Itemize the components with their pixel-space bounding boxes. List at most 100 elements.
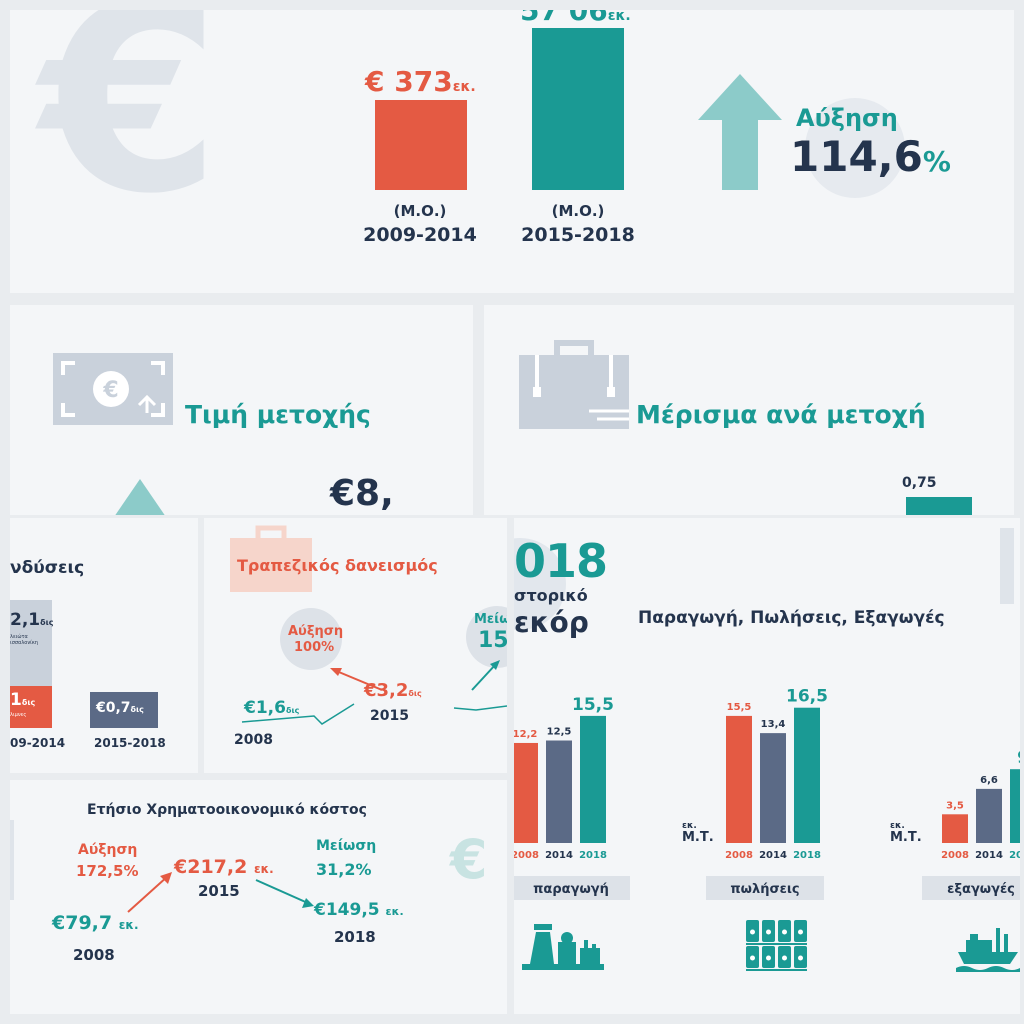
investments-bar-bottom-sub: λιμνες bbox=[10, 712, 27, 718]
record-line2: εκόρ bbox=[514, 606, 589, 639]
loans-increase-circle bbox=[280, 608, 342, 670]
loans-2008-value: €1,6δις bbox=[244, 698, 300, 718]
bar2-2015-2018 bbox=[532, 28, 624, 190]
production-label: παραγωγή bbox=[533, 882, 609, 897]
factory-icon bbox=[522, 924, 604, 970]
loans-increase-value: 100% bbox=[294, 640, 335, 655]
exports-unit: εκ. Μ.Τ. bbox=[890, 821, 922, 846]
dividend-title: Μέρισμα ανά μετοχή bbox=[636, 400, 926, 429]
sales-year-label-2018: 2018 bbox=[793, 850, 821, 861]
investments-bar2-value: €0,7δις bbox=[96, 700, 144, 716]
production-year-label-2018: 2018 bbox=[579, 850, 607, 861]
investments-title: νδύσεις bbox=[10, 558, 85, 578]
production-value-label-2014: 12,5 bbox=[547, 727, 572, 738]
increase-label: Αύξηση bbox=[796, 104, 898, 132]
production-label-box bbox=[514, 876, 630, 900]
finance-2015-year: 2015 bbox=[198, 882, 240, 900]
production-value-label-2008: 12,2 bbox=[514, 729, 537, 740]
finance-2018-value: €149,5 εκ. bbox=[314, 900, 404, 920]
svg-text:€: € bbox=[102, 378, 118, 403]
share-price-title: Τιμή μετοχής bbox=[185, 400, 371, 429]
production-bar-2014 bbox=[546, 740, 572, 843]
loans-arrows bbox=[241, 660, 507, 725]
exports-unit-top: εκ. bbox=[890, 821, 905, 831]
investments-period1: 09-2014 bbox=[10, 736, 66, 750]
exports-label-box bbox=[922, 876, 1020, 900]
bar1-period: 2009-2014 bbox=[363, 224, 477, 246]
bar1-value: € 373εκ. bbox=[365, 65, 476, 98]
finance-2008-value: €79,7 εκ. bbox=[52, 912, 139, 934]
production-bar-2018 bbox=[580, 715, 606, 843]
sales-value-label-2014: 13,4 bbox=[761, 719, 786, 730]
sales-label-box bbox=[706, 876, 824, 900]
exports-year-label-2018: 2018 bbox=[1009, 850, 1020, 861]
finance-dec-value: 31,2% bbox=[316, 860, 372, 879]
briefcase-faded-icon bbox=[230, 525, 312, 592]
bar2-period: 2015-2018 bbox=[521, 224, 635, 246]
finance-cost-panel: Ετήσιο Χρηματοοικονομικό κόστος Αύξηση 1… bbox=[10, 780, 507, 1014]
investments-period2: 2015-2018 bbox=[94, 736, 166, 750]
record-panel: 018 στορικό εκόρ Παραγωγή, Πωλήσεις, Εξα… bbox=[514, 518, 1020, 1014]
exports-bar-2014 bbox=[976, 788, 1002, 843]
finance-2008-year: 2008 bbox=[73, 946, 115, 964]
sales-year-label-2014: 2014 bbox=[759, 850, 787, 861]
exports-bar-2018 bbox=[1010, 769, 1020, 843]
investments-bar-bottom-value: 1δις bbox=[10, 690, 36, 710]
bar1-2009-2014 bbox=[375, 100, 467, 190]
production-sales-exports-chart: 12,2 2008 12,5 2014 15,5 2018 παραγωγή 15,5 2008… bbox=[514, 687, 1020, 900]
triangle-up-icon bbox=[115, 479, 165, 515]
euro-teal-icon: € bbox=[450, 828, 488, 891]
loans-decrease-label: Μείω bbox=[474, 612, 507, 627]
sales-unit-top: εκ. bbox=[682, 821, 697, 831]
record-year: 018 bbox=[514, 534, 608, 588]
money-frame-icon: € bbox=[53, 353, 173, 425]
finance-arrows bbox=[127, 872, 314, 913]
sales-bar-2008 bbox=[726, 715, 752, 843]
record-title: Παραγωγή, Πωλήσεις, Εξαγωγές bbox=[638, 608, 945, 628]
sales-bar-2018 bbox=[794, 707, 820, 843]
investments-bar-top-sub: λειώτα ισσαλονίκη bbox=[10, 634, 38, 646]
sales-value-label-2018: 16,5 bbox=[786, 687, 828, 707]
investments-bar-top-value: 2,1δις bbox=[10, 610, 54, 630]
exports-value-label-2018: 9 bbox=[1017, 748, 1020, 768]
finance-inc-value: 172,5% bbox=[76, 862, 139, 880]
finance-left-edge bbox=[10, 820, 14, 900]
dividend-panel: Μέρισμα ανά μετοχή 0,75 bbox=[484, 305, 1014, 515]
loans-decrease-value: 15, bbox=[478, 628, 507, 653]
increase-circle bbox=[805, 98, 905, 198]
sales-bar-2014 bbox=[760, 733, 786, 843]
production-year-label-2014: 2014 bbox=[545, 850, 573, 861]
exports-bar-2008 bbox=[942, 814, 968, 843]
record-corner-mark bbox=[1000, 528, 1014, 604]
finance-2018-year: 2018 bbox=[334, 928, 376, 946]
exports-unit-bottom: Μ.Τ. bbox=[890, 830, 922, 846]
production-year-label-2008: 2008 bbox=[514, 850, 539, 861]
production-bar-2008 bbox=[514, 742, 538, 843]
exports-value-label-2014: 6,6 bbox=[980, 775, 998, 786]
increase-value: 114,6% bbox=[790, 132, 951, 181]
exports-label: εξαγωγές bbox=[947, 882, 1015, 897]
production-value-label-2018: 15,5 bbox=[572, 695, 614, 715]
record-line1: στορικό bbox=[514, 586, 588, 605]
sales-unit: εκ. Μ.Τ. bbox=[682, 821, 714, 845]
dividend-bar bbox=[906, 497, 972, 515]
investments-bar2 bbox=[90, 692, 158, 728]
loans-panel: Τραπεζικός δανεισμός Αύξηση 100% Μείω 15… bbox=[204, 518, 507, 773]
loans-2008-year: 2008 bbox=[234, 732, 273, 748]
bar2-value-cut: 57 06εκ. bbox=[520, 10, 631, 27]
top-panel: € € 373εκ. (Μ.Ο.) 2009-2014 57 06εκ. (Μ.… bbox=[10, 10, 1014, 293]
loans-2015-year: 2015 bbox=[370, 708, 409, 724]
finance-dec-label: Μείωση bbox=[316, 838, 377, 854]
investments-bar-top bbox=[10, 600, 52, 686]
bar1-mo: (Μ.Ο.) bbox=[393, 202, 447, 220]
sales-label: πωλήσεις bbox=[730, 882, 799, 897]
investments-panel: νδύσεις 2,1δις λειώτα ισσαλονίκη 1δις λι… bbox=[10, 518, 198, 773]
dividend-value: 0,75 bbox=[902, 475, 937, 491]
briefcase-icon bbox=[519, 340, 629, 429]
finance-inc-label: Αύξηση bbox=[78, 842, 138, 858]
loans-increase-label: Αύξηση bbox=[288, 624, 344, 639]
sales-value-label-2008: 15,5 bbox=[727, 702, 752, 713]
barrels-icon bbox=[746, 920, 807, 971]
sales-year-label-2008: 2008 bbox=[725, 850, 753, 861]
loans-2015-value: €3,2δις bbox=[364, 680, 422, 701]
